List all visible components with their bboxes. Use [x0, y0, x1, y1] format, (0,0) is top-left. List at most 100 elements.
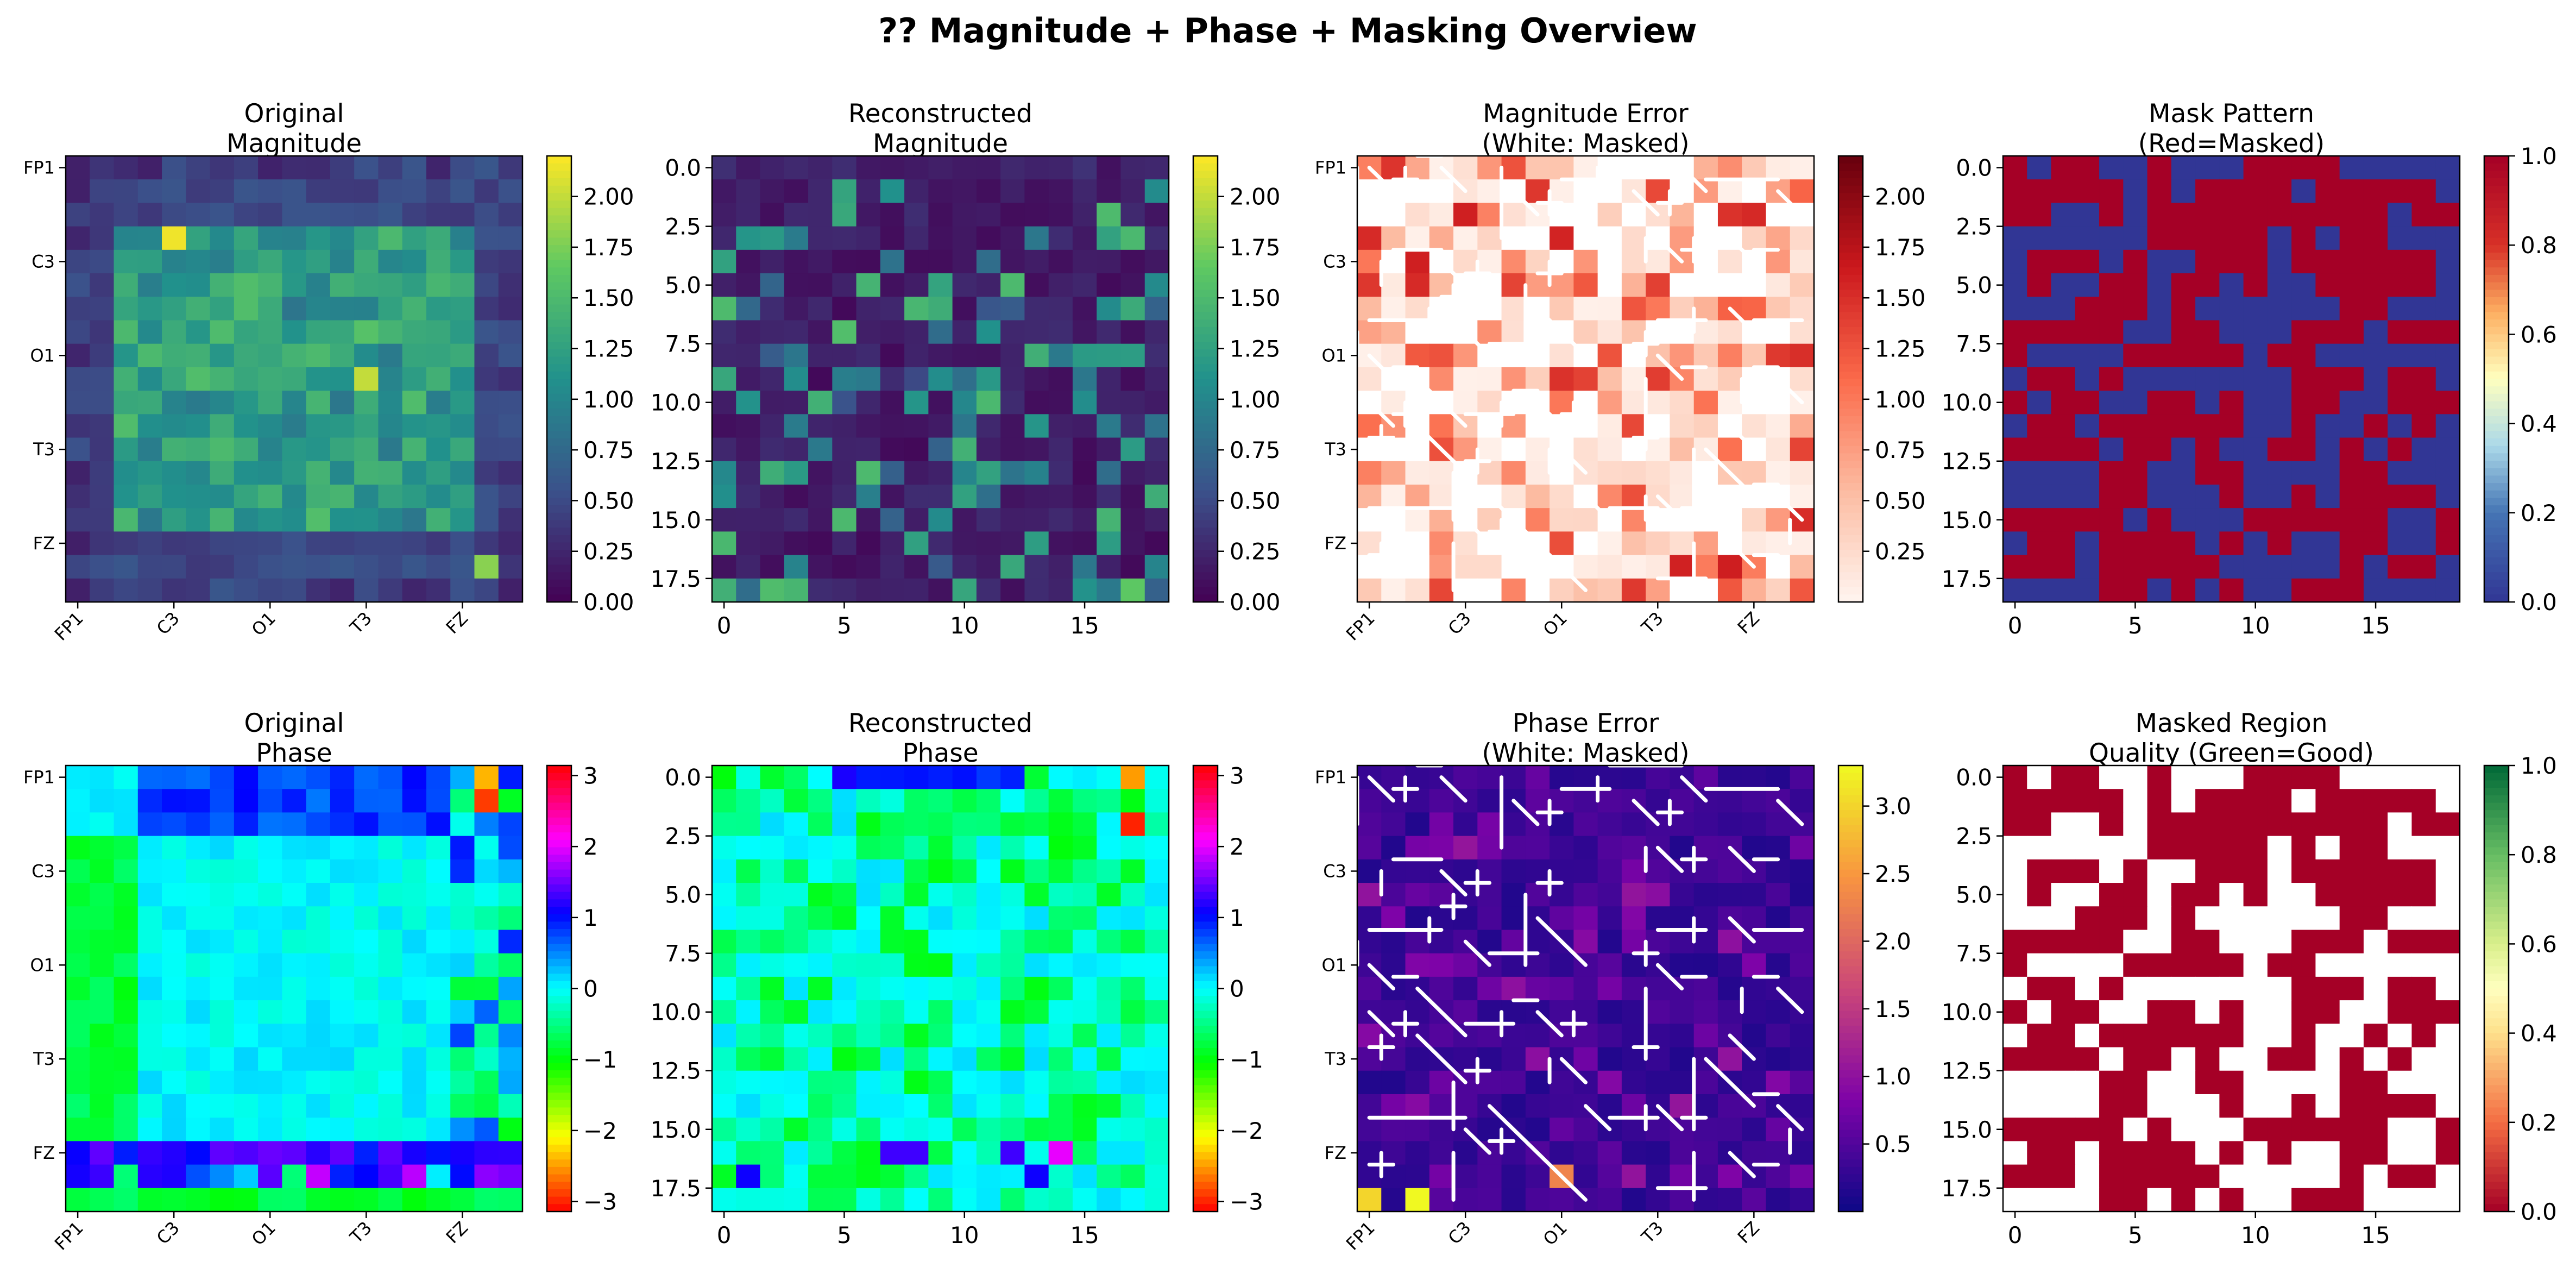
heatmap-cell [904, 906, 929, 931]
heatmap-cell [1000, 1118, 1025, 1141]
heatmap-cell [1144, 391, 1169, 415]
heatmap-cell [2003, 343, 2027, 368]
colorbar-segment [2484, 379, 2509, 387]
heatmap-cell [1429, 297, 1454, 321]
heatmap-cell [1550, 273, 1574, 297]
heatmap-cell [234, 836, 259, 860]
colorbar-segment [2484, 193, 2509, 201]
heatmap-cell [1742, 953, 1767, 977]
heatmap-cell [808, 906, 833, 931]
colorbar-segment [547, 438, 571, 447]
heatmap-cell [1144, 1118, 1169, 1141]
colorbar-segment [2484, 884, 2509, 893]
colorbar-segment [1193, 1174, 1218, 1183]
heatmap-cell [354, 391, 379, 415]
heatmap-cell [90, 1164, 115, 1189]
colorbar-segment [2484, 1093, 2509, 1101]
heatmap-cell [712, 789, 736, 813]
heatmap-cell [114, 883, 138, 907]
heatmap-cells [2003, 766, 2460, 1212]
heatmap-cell [282, 859, 307, 883]
heatmap-cell [90, 320, 115, 344]
heatmap-cell [2027, 391, 2052, 415]
heatmap-cell [808, 367, 833, 391]
heatmap-cell [2411, 508, 2436, 532]
heatmap-cell [2195, 273, 2220, 297]
heatmap-cell [1477, 789, 1502, 813]
heatmap-cell [760, 1188, 785, 1212]
heatmap-cell [712, 273, 736, 297]
heatmap-cell [2171, 1000, 2196, 1024]
heatmap-cell [1525, 836, 1550, 860]
colorbar-tick-label: 2.00 [583, 184, 634, 210]
heatmap-cell [832, 226, 857, 250]
heatmap-cell [2291, 273, 2316, 297]
heatmap-cell [234, 297, 259, 321]
heatmap-cell [162, 883, 186, 907]
heatmap-cell [1381, 508, 1406, 532]
heatmap-cell [2435, 461, 2460, 485]
heatmap-cell [2435, 555, 2460, 579]
heatmap-cell [234, 203, 259, 227]
heatmap-cell [426, 320, 451, 344]
heatmap-cell [1790, 1141, 1815, 1165]
heatmap-cell [2243, 156, 2268, 180]
heatmap-cell [210, 906, 235, 931]
heatmap-cell [2171, 1141, 2196, 1165]
heatmap-cell [258, 859, 282, 883]
heatmap-cell [2075, 1188, 2100, 1212]
heatmap-cell [2339, 859, 2364, 883]
heatmap-cell [1573, 976, 1598, 1001]
heatmap-cell [2267, 367, 2292, 391]
y-tick-label: T3 [1324, 439, 1346, 460]
heatmap-cell [450, 179, 475, 204]
colorbar-segment [547, 386, 571, 394]
heatmap-cell [2003, 391, 2027, 415]
heatmap-cell [2123, 156, 2148, 180]
colorbar-segment [547, 156, 571, 164]
heatmap-cell [832, 1094, 857, 1118]
heatmap-cell [2291, 859, 2316, 883]
heatmap-cell [2339, 766, 2364, 789]
heatmap-cell [880, 1164, 905, 1189]
heatmap-cell [258, 1118, 282, 1141]
heatmap-cell [1120, 179, 1145, 204]
heatmap-cell [1597, 789, 1622, 813]
heatmap-cell [1072, 812, 1097, 837]
heatmap-cell [1790, 484, 1815, 509]
y-tick-label: O1 [1321, 345, 1346, 366]
heatmap-cell [1621, 906, 1646, 931]
heatmap-cell [1024, 906, 1049, 931]
heatmap-cell [306, 343, 331, 368]
colorbar-segment [1193, 1204, 1218, 1212]
heatmap-cell [450, 391, 475, 415]
heatmap-cell [354, 766, 379, 789]
heatmap-cell [904, 156, 929, 180]
heatmap-cell [2147, 414, 2172, 438]
heatmap-cell [1501, 461, 1526, 485]
colorbar-segment [547, 237, 571, 246]
heatmap-cell [1621, 930, 1646, 954]
heatmap-cell [856, 812, 881, 837]
colorbar-segment [1193, 1182, 1218, 1190]
heatmap-cell [2099, 578, 2124, 603]
heatmap-cell [1357, 1188, 1382, 1212]
colorbar-segment [1838, 1025, 1863, 1034]
heatmap-cell [1453, 1000, 1478, 1024]
heatmap-cell [2075, 578, 2100, 603]
colorbar-segment [2484, 766, 2509, 774]
heatmap-cell [976, 836, 1001, 860]
heatmap-cell [1501, 836, 1526, 860]
heatmap-cell [1550, 812, 1574, 837]
heatmap-cell [402, 976, 427, 1001]
heatmap-cell [137, 766, 162, 789]
heatmap-cell [2411, 766, 2436, 789]
colorbar-segment [2484, 520, 2509, 528]
heatmap-cell [2219, 437, 2244, 462]
heatmap-cell [2339, 812, 2364, 837]
heatmap-cell [2315, 836, 2340, 860]
heatmap-cell [1646, 976, 1671, 1001]
heatmap-cell [2435, 1141, 2460, 1165]
heatmap-cell [736, 297, 761, 321]
heatmap-cell [137, 1188, 162, 1212]
